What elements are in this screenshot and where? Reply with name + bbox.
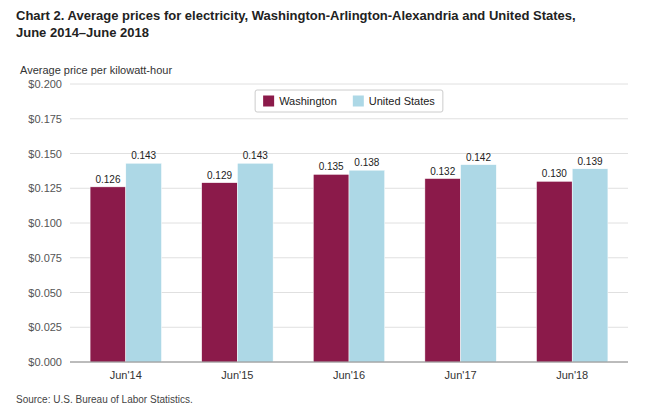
bar bbox=[572, 169, 608, 362]
legend-swatch bbox=[353, 96, 364, 107]
grid-line bbox=[70, 84, 628, 85]
y-tick-label: $0.025 bbox=[28, 321, 62, 333]
x-tick-label: Jun'15 bbox=[221, 369, 253, 381]
x-tick-label: Jun'17 bbox=[445, 369, 477, 381]
data-label: 0.132 bbox=[430, 166, 455, 177]
y-tick-label: $0.000 bbox=[28, 356, 62, 368]
data-labels: 0.126 0.129 0.135 0.132 0.130 0.143 0.143 0.138… bbox=[95, 150, 603, 185]
chart-container: Chart 2. Average prices for electricity,… bbox=[0, 0, 650, 413]
x-tick-label: Jun'18 bbox=[556, 369, 588, 381]
bar bbox=[202, 183, 238, 362]
x-axis: Jun'14 Jun'15 Jun'16 Jun'17 Jun'18 bbox=[110, 369, 588, 381]
bar bbox=[313, 174, 349, 362]
bar bbox=[349, 170, 385, 362]
grid-line bbox=[70, 362, 628, 363]
y-tick-label: $0.150 bbox=[28, 148, 62, 160]
data-label: 0.143 bbox=[243, 150, 268, 161]
x-tick-label: Jun'14 bbox=[110, 369, 142, 381]
bar bbox=[536, 181, 572, 362]
legend-box bbox=[255, 90, 443, 112]
bar bbox=[461, 165, 497, 362]
y-tick-label: $0.075 bbox=[28, 252, 62, 264]
background bbox=[0, 0, 650, 413]
bar bbox=[126, 163, 162, 362]
legend-label: Washington bbox=[279, 95, 337, 107]
y-axis-label: Average price per kilowatt-hour bbox=[20, 64, 172, 76]
source-note: Source: U.S. Bureau of Labor Statistics. bbox=[16, 394, 193, 405]
bar bbox=[90, 187, 126, 362]
data-label: 0.138 bbox=[354, 157, 379, 168]
bars bbox=[90, 163, 608, 362]
x-tick-label: Jun'16 bbox=[333, 369, 365, 381]
legend: Washington United States bbox=[255, 90, 443, 112]
y-tick-label: $0.175 bbox=[28, 113, 62, 125]
y-tick-label: $0.100 bbox=[28, 217, 62, 229]
data-label: 0.126 bbox=[95, 174, 120, 185]
data-label: 0.129 bbox=[207, 170, 232, 181]
data-label: 0.139 bbox=[578, 156, 603, 167]
data-label: 0.135 bbox=[319, 161, 344, 172]
data-label: 0.142 bbox=[466, 152, 491, 163]
grid bbox=[70, 84, 628, 362]
legend-swatch bbox=[263, 96, 274, 107]
legend-label: United States bbox=[369, 95, 436, 107]
y-tick-label: $0.200 bbox=[28, 78, 62, 90]
title-line: June 2014–June 2018 bbox=[16, 25, 149, 40]
chart-svg: Chart 2. Average prices for electricity,… bbox=[0, 0, 650, 413]
data-label: 0.130 bbox=[542, 168, 567, 179]
bar bbox=[425, 179, 461, 362]
title: Chart 2. Average prices for electricity,… bbox=[16, 8, 576, 40]
y-tick-label: $0.125 bbox=[28, 182, 62, 194]
y-tick-label: $0.050 bbox=[28, 287, 62, 299]
x-axis-line bbox=[70, 362, 628, 363]
title-line: Chart 2. Average prices for electricity,… bbox=[16, 8, 576, 23]
y-axis: $0.000 $0.025 $0.050 $0.075 $0.100 $0.125 $0.1… bbox=[28, 78, 62, 368]
data-label: 0.143 bbox=[131, 150, 156, 161]
grid-line bbox=[70, 118, 628, 119]
bar bbox=[237, 163, 273, 362]
